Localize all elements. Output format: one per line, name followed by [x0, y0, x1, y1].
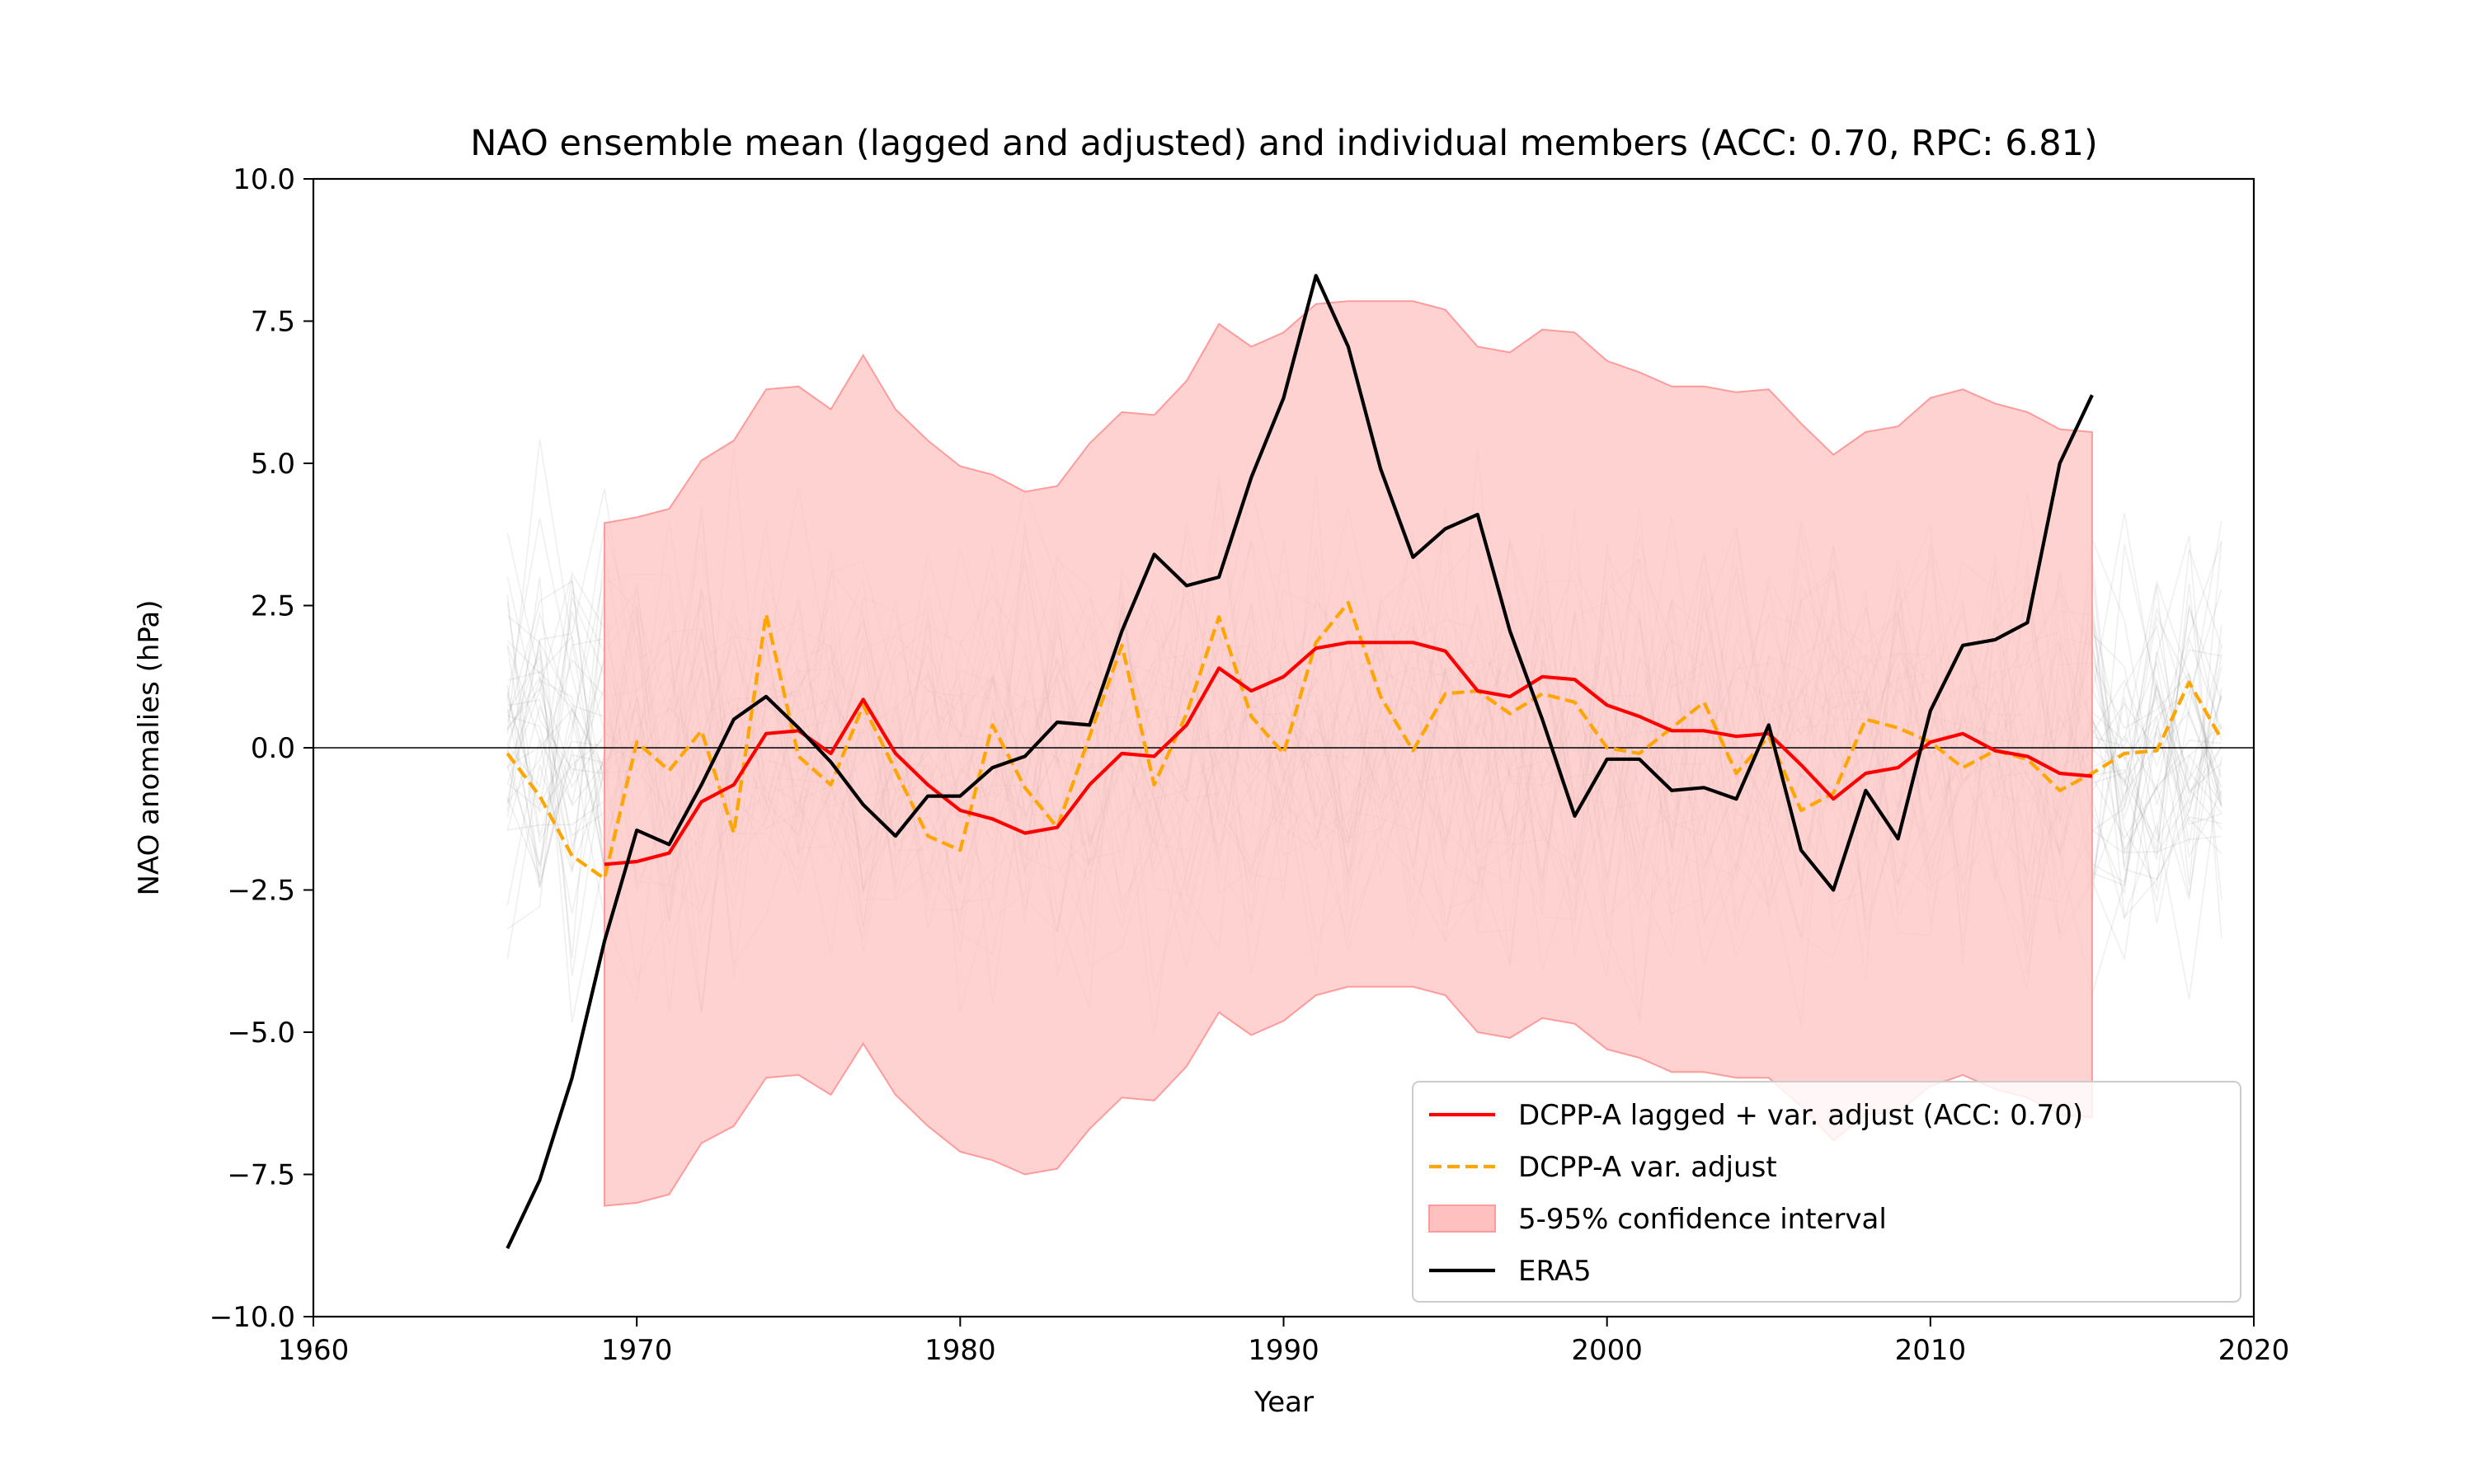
x-tick-label: 1980 [924, 1334, 996, 1367]
legend-item-lagged: DCPP-A lagged + var. adjust (ACC: 0.70) [1429, 1099, 2083, 1132]
x-tick-label: 2000 [1571, 1334, 1643, 1367]
x-axis: 1960 1970 1980 1990 2000 2010 2020 [278, 1317, 2290, 1367]
y-tick-label: −2.5 [227, 875, 295, 908]
legend-item-var-adjust: DCPP-A var. adjust [1429, 1151, 1777, 1184]
series-layer [506, 274, 2223, 1250]
legend: DCPP-A lagged + var. adjust (ACC: 0.70) D… [1412, 1081, 2241, 1303]
series-line-lagged-var-adjust [604, 641, 2093, 866]
legend-label: ERA5 [1518, 1255, 1592, 1288]
confidence-band-layer [604, 300, 2093, 1207]
legend-item-era5: ERA5 [1429, 1255, 1592, 1288]
x-axis-label: Year [1253, 1386, 1314, 1419]
y-tick-label: 2.5 [251, 590, 295, 623]
y-tick-label: 10.0 [233, 163, 295, 196]
y-tick-label: 7.5 [251, 306, 295, 339]
legend-label: DCPP-A lagged + var. adjust (ACC: 0.70) [1518, 1099, 2083, 1132]
y-tick-label: −5.0 [227, 1017, 295, 1050]
y-tick-label: 0.0 [251, 732, 295, 765]
x-tick-label: 1970 [601, 1334, 673, 1367]
legend-item-ci: 5-95% confidence interval [1428, 1203, 1887, 1236]
legend-box [1412, 1081, 2241, 1303]
legend-label: 5-95% confidence interval [1518, 1203, 1887, 1236]
x-tick-label: 1990 [1248, 1334, 1319, 1367]
x-tick-label: 2010 [1895, 1334, 1967, 1367]
y-tick-label: −10.0 [209, 1301, 295, 1334]
y-axis-label: NAO anomalies (hPa) [133, 599, 166, 895]
y-tick-label: −7.5 [227, 1159, 295, 1192]
chart-title: NAO ensemble mean (lagged and adjusted) … [470, 123, 2098, 164]
x-tick-label: 1960 [278, 1334, 350, 1367]
x-tick-label: 2020 [2218, 1334, 2290, 1367]
y-tick-label: 5.0 [251, 448, 295, 481]
y-axis: −10.0 −7.5 −5.0 −2.5 0.0 2.5 5.0 7.5 10.0 [209, 163, 313, 1334]
legend-swatch [1428, 1205, 1496, 1233]
series-line-era5 [506, 274, 2094, 1250]
legend-label: DCPP-A var. adjust [1518, 1151, 1777, 1184]
confidence-interval-band [604, 300, 2093, 1207]
